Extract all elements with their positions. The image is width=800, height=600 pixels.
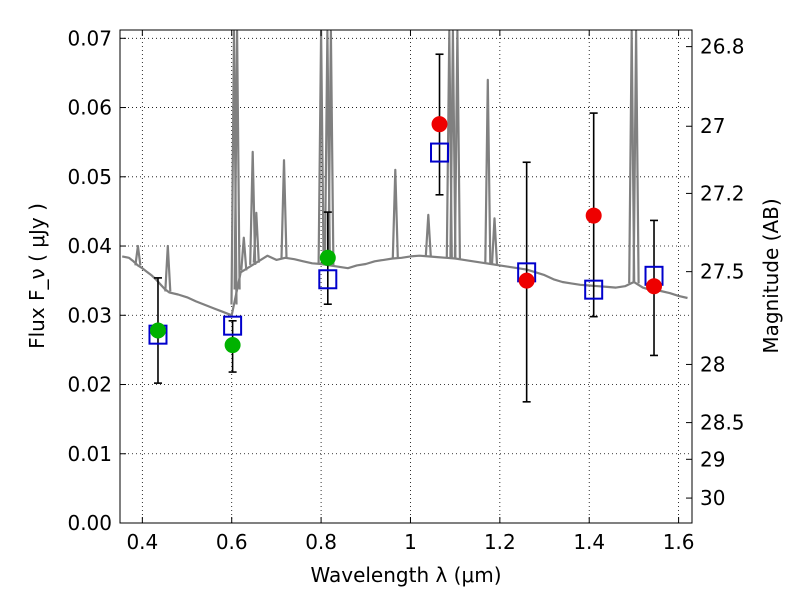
right-tick-label: 26.8: [700, 35, 745, 59]
spectrum-emission-spike: [252, 211, 260, 263]
green-data-point: [319, 249, 336, 266]
right-tick-label: 27.2: [700, 181, 745, 205]
red-data-point: [518, 272, 535, 289]
ticks: 0.4 0.6 0.8 1 1.2 1.4 1.6 0.00 0.01 0.02 0.03 0.04 0…: [67, 26, 744, 554]
y-tick-label: 0.05: [67, 165, 112, 189]
plot-area: [121, 30, 688, 403]
x-axis-label: Wavelength λ (μm): [310, 563, 501, 587]
y-tick-label: 0.06: [67, 96, 112, 120]
y-tick-label: 0.04: [67, 234, 112, 258]
x-tick-label: 1.4: [573, 530, 605, 554]
y-tick-label: 0.03: [67, 303, 112, 327]
right-tick-label: 28: [700, 352, 725, 376]
y-axis-label: Flux F_ν ( μJy ): [25, 203, 49, 349]
plot-frame: [119, 29, 693, 524]
right-axis-label: Magnitude (AB): [759, 198, 783, 353]
spectrum-emission-spike: [449, 30, 457, 259]
spectrum-emission-spike: [632, 30, 640, 284]
x-tick-label: 1.2: [484, 530, 516, 554]
spectrum-emission-spike: [164, 244, 172, 292]
plot-background: [120, 30, 692, 523]
red-data-point: [431, 116, 448, 133]
spectrum-emission-spike: [249, 150, 257, 265]
x-tick-label: 1.6: [663, 530, 695, 554]
spectrum-emission-spike: [240, 236, 248, 271]
right-tick-label: 30: [700, 486, 725, 510]
green-data-point: [224, 337, 241, 354]
x-tick-label: 0.4: [126, 530, 158, 554]
y-tick-label: 0.02: [67, 373, 112, 397]
spectrum-emission-spike: [484, 78, 492, 264]
model-square-marker: [430, 142, 450, 163]
model-square-marker: [223, 315, 243, 336]
spectrum-emission-spike: [424, 213, 432, 257]
y-tick-label: 0.00: [67, 511, 112, 535]
right-tick-label: 29: [700, 447, 725, 471]
x-tick-label: 0.6: [216, 530, 248, 554]
model-square-marker: [584, 279, 604, 300]
spectrum-emission-spike: [134, 244, 142, 266]
x-tick-label: 0.8: [305, 530, 337, 554]
spectrum-emission-spike: [233, 30, 241, 290]
right-tick-label: 28.5: [700, 411, 745, 435]
model-square-marker: [318, 269, 338, 290]
right-tick-label: 27: [700, 114, 725, 138]
spectrum-emission-spike: [490, 217, 499, 265]
spectrum-line: [121, 254, 688, 317]
red-data-point: [585, 207, 602, 224]
right-tick-label: 27.5: [700, 260, 745, 284]
y-tick-label: 0.01: [67, 442, 112, 466]
spectrum-emission-spike: [391, 168, 399, 259]
x-tick-label: 1: [404, 530, 417, 554]
y-tick-label: 0.07: [67, 26, 112, 50]
spectrum-emission-spike: [327, 30, 335, 266]
spectrum-emission-spike: [453, 30, 461, 259]
spectrum-emission-spike: [280, 159, 288, 259]
green-data-point: [149, 322, 166, 339]
red-data-point: [646, 278, 663, 295]
